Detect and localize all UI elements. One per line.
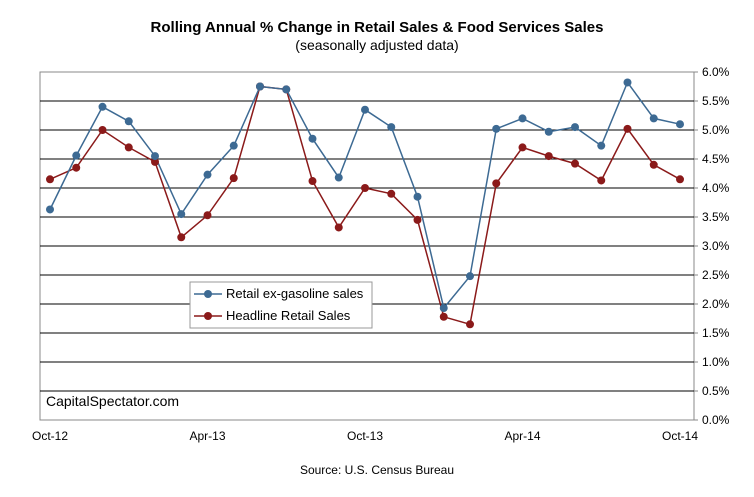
- y-tick-label: 3.5%: [702, 210, 730, 224]
- data-point-headline-retail: [177, 233, 186, 242]
- legend-marker-retail-ex-gasoline: [204, 290, 212, 298]
- x-tick-label: Oct-14: [662, 429, 698, 443]
- y-tick-label: 2.0%: [702, 297, 730, 311]
- y-tick-label: 0.5%: [702, 384, 730, 398]
- y-tick-label: 4.0%: [702, 181, 730, 195]
- data-point-headline-retail: [676, 175, 684, 184]
- y-tick-label: 5.5%: [702, 94, 730, 108]
- data-point-retail-ex-gasoline: [518, 114, 527, 123]
- y-tick-label: 5.0%: [702, 123, 730, 137]
- data-point-headline-retail: [151, 157, 159, 166]
- data-point-headline-retail: [387, 189, 396, 198]
- x-axis-tick-labels: Oct-12 Apr-13 Oct-13 Apr-14 Oct-14: [32, 429, 698, 443]
- legend-marker-headline-retail: [204, 312, 212, 320]
- data-point-headline-retail: [72, 163, 81, 172]
- y-tick-label: 1.0%: [702, 355, 730, 369]
- data-point-headline-retail: [597, 176, 606, 185]
- y-tick-label: 2.5%: [702, 268, 730, 282]
- data-point-retail-ex-gasoline: [387, 123, 396, 132]
- data-point-headline-retail: [308, 177, 317, 186]
- data-point-headline-retail: [98, 126, 107, 134]
- data-point-headline-retail: [124, 143, 133, 152]
- data-point-headline-retail: [413, 215, 422, 224]
- source-note: Source: U.S. Census Bureau: [300, 463, 454, 477]
- data-point-retail-ex-gasoline: [623, 78, 632, 87]
- data-point-retail-ex-gasoline: [571, 123, 579, 132]
- chart-subtitle: (seasonally adjusted data): [295, 37, 458, 53]
- data-point-headline-retail: [649, 160, 658, 169]
- legend: Retail ex-gasoline sales Headline Retail…: [189, 281, 373, 329]
- data-point-retail-ex-gasoline: [492, 124, 501, 133]
- data-point-retail-ex-gasoline: [72, 151, 81, 160]
- data-point-retail-ex-gasoline: [46, 205, 54, 214]
- data-point-retail-ex-gasoline: [177, 210, 186, 219]
- data-point-retail-ex-gasoline: [98, 102, 107, 111]
- data-point-headline-retail: [518, 143, 527, 152]
- data-point-headline-retail: [334, 223, 343, 232]
- data-point-retail-ex-gasoline: [229, 141, 238, 150]
- data-point-retail-ex-gasoline: [649, 114, 658, 123]
- data-point-retail-ex-gasoline: [203, 170, 212, 179]
- data-point-retail-ex-gasoline: [124, 117, 133, 126]
- y-tick-label: 3.0%: [702, 239, 730, 253]
- data-point-retail-ex-gasoline: [256, 82, 264, 91]
- chart-title: Rolling Annual % Change in Retail Sales …: [151, 19, 604, 36]
- series-points: [46, 78, 684, 329]
- data-point-headline-retail: [623, 124, 632, 133]
- y-tick-label: 6.0%: [702, 65, 730, 79]
- data-point-headline-retail: [229, 174, 238, 183]
- data-point-retail-ex-gasoline: [151, 152, 159, 161]
- data-point-retail-ex-gasoline: [597, 141, 606, 150]
- x-tick-label: Oct-12: [32, 429, 68, 443]
- x-tick-label: Apr-14: [504, 429, 540, 443]
- watermark-text: CapitalSpectator.com: [46, 393, 179, 409]
- legend-label-retail-ex-gasoline: Retail ex-gasoline sales: [226, 286, 364, 301]
- x-tick-label: Apr-13: [189, 429, 225, 443]
- data-point-headline-retail: [46, 175, 54, 184]
- data-point-headline-retail: [439, 312, 448, 321]
- data-point-headline-retail: [492, 179, 501, 188]
- x-tick-label: Oct-13: [347, 429, 383, 443]
- data-point-retail-ex-gasoline: [676, 120, 684, 129]
- data-point-retail-ex-gasoline: [439, 304, 448, 313]
- y-axis-tick-labels: 0.0% 0.5% 1.0% 1.5% 2.0% 2.5% 3.0% 3.5% 4.0% 4.5%…: [694, 65, 730, 427]
- y-tick-label: 0.0%: [702, 413, 730, 427]
- legend-label-headline-retail: Headline Retail Sales: [226, 308, 351, 323]
- data-point-retail-ex-gasoline: [544, 127, 553, 136]
- data-point-retail-ex-gasoline: [466, 272, 474, 281]
- data-point-retail-ex-gasoline: [334, 173, 343, 182]
- data-point-retail-ex-gasoline: [308, 134, 317, 143]
- data-point-headline-retail: [571, 159, 579, 168]
- data-point-retail-ex-gasoline: [413, 192, 422, 201]
- data-point-headline-retail: [466, 320, 474, 329]
- data-point-retail-ex-gasoline: [361, 105, 369, 114]
- data-point-headline-retail: [544, 152, 553, 161]
- data-point-headline-retail: [203, 211, 212, 220]
- legend-box: [189, 281, 373, 329]
- y-tick-label: 1.5%: [702, 326, 730, 340]
- data-point-retail-ex-gasoline: [282, 85, 291, 94]
- data-point-headline-retail: [361, 184, 369, 192]
- y-tick-label: 4.5%: [702, 152, 730, 166]
